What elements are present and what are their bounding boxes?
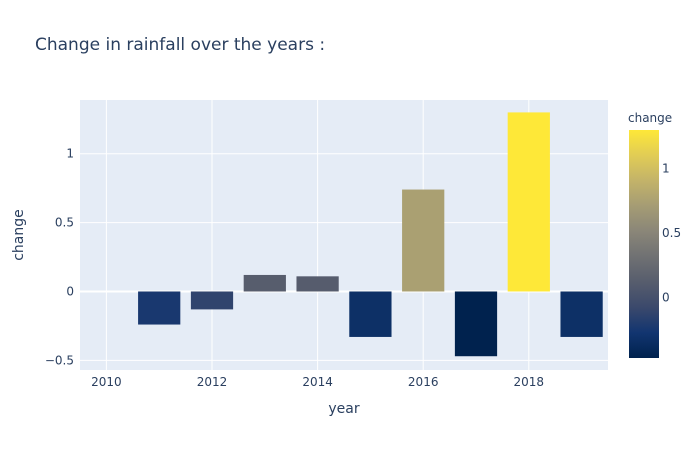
bar-2012 [190, 291, 234, 310]
chart-title: Change in rainfall over the years : [35, 35, 325, 55]
y-axis-ticks: −0.5 0 0.5 1 [45, 147, 74, 368]
y-tick-label: −0.5 [45, 353, 74, 367]
bar-series [138, 112, 603, 357]
bar-2014 [296, 276, 339, 292]
colorbar-tick-label: 1 [662, 162, 670, 176]
colorbar-title: change [628, 111, 672, 125]
x-tick-label: 2010 [91, 375, 122, 389]
x-tick-label: 2016 [408, 375, 439, 389]
colorbar-ticks: 00.51 [662, 162, 681, 305]
bar-2019 [560, 291, 603, 337]
y-tick-label: 0 [66, 284, 74, 298]
colorbar-tick-label: 0.5 [662, 226, 681, 240]
colorbar: change 00.51 [628, 111, 681, 358]
colorbar-tick-label: 0 [662, 290, 670, 304]
x-tick-label: 2012 [197, 375, 228, 389]
colorbar-gradient [629, 130, 659, 358]
x-tick-label: 2014 [302, 375, 333, 389]
bar-2015 [349, 291, 392, 337]
bar-2013 [243, 274, 286, 292]
x-axis-ticks: 2010 2012 2014 2016 2018 [91, 375, 544, 389]
y-tick-label: 0.5 [55, 216, 74, 230]
bar-2011 [138, 291, 181, 325]
bar-2016 [402, 189, 445, 292]
bar-2017 [454, 291, 498, 357]
y-axis-label: change [11, 209, 27, 261]
x-axis-label: year [328, 401, 359, 417]
bar-2018 [507, 112, 550, 292]
y-tick-label: 1 [66, 147, 74, 161]
x-tick-label: 2018 [514, 375, 545, 389]
